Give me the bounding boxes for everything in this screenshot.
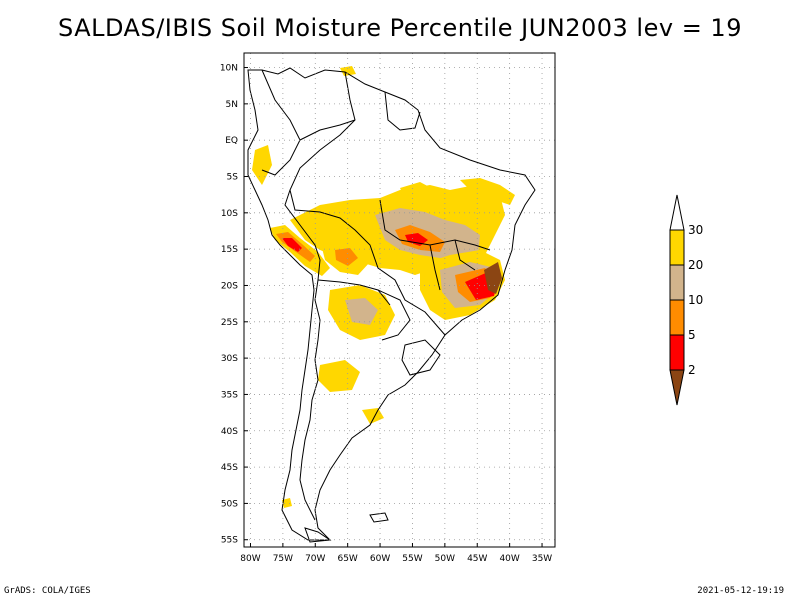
lon-label: 50W — [435, 554, 455, 564]
lat-label: 25S — [221, 318, 238, 328]
lat-label: 45S — [221, 463, 238, 473]
lat-label: 5S — [227, 173, 239, 183]
longitude-labels: 80W 75W 70W 65W 60W 55W 50W 45W 40W 35W — [240, 554, 552, 564]
shade-patagonia — [282, 498, 292, 508]
border-bolivia — [317, 279, 391, 306]
legend-level-label: 5 — [688, 328, 696, 342]
lon-label: 40W — [499, 554, 519, 564]
shade-colombia — [252, 145, 272, 185]
lat-label: 20S — [221, 281, 238, 291]
legend-level-label: 20 — [688, 258, 703, 272]
shade-northeast — [460, 178, 515, 205]
lon-label: 45W — [467, 554, 487, 564]
legend-swatch-2-5 — [669, 334, 685, 371]
lat-label: 30S — [221, 354, 238, 364]
border-guianas — [384, 91, 421, 131]
shade-central-red — [405, 233, 428, 246]
lon-label: 55W — [402, 554, 422, 564]
lon-label: 65W — [337, 554, 357, 564]
map-frame — [243, 52, 556, 548]
border-andes — [284, 189, 321, 521]
legend-swatch-5-10 — [669, 299, 685, 336]
lat-label: EQ — [225, 136, 238, 146]
legend-level-label: 2 — [688, 363, 696, 377]
shade-southeast-brown — [484, 262, 502, 294]
legend-level-label: 30 — [688, 223, 703, 237]
lat-label: 35S — [221, 390, 238, 400]
shade-argentina-south — [362, 408, 384, 424]
lon-label: 80W — [240, 554, 260, 564]
lat-label: 5N — [226, 100, 238, 110]
border-uruguay — [401, 339, 441, 376]
border-paraguay — [377, 289, 411, 341]
lat-label: 50S — [221, 499, 238, 509]
country-boundaries — [247, 67, 536, 543]
footer-timestamp: 2021-05-12-19:19 — [697, 586, 784, 596]
shade-amazon-north — [400, 182, 435, 200]
lon-label: 35W — [532, 554, 552, 564]
lat-label: 10S — [221, 209, 238, 219]
continent-outline — [247, 67, 536, 541]
border-brazil-states — [379, 199, 491, 291]
soil-moisture-shading — [252, 66, 515, 508]
border-brazil-west — [289, 71, 446, 336]
footer-credit: GrADS: COLA/IGES — [4, 586, 91, 596]
latitude-labels: 10N 5N EQ 5S 10S 15S 20S 25S 30S 35S 40S 45S 50S 55S — [220, 64, 238, 546]
legend-swatch-20-30 — [669, 229, 685, 266]
shade-peru-red — [282, 238, 302, 252]
legend-swatch-10-20 — [669, 264, 685, 301]
lat-label: 10N — [220, 64, 238, 74]
lat-label: 40S — [221, 427, 238, 437]
shade-argentina — [318, 360, 360, 392]
legend-swatch-above-30 — [669, 194, 685, 231]
legend-level-label: 10 — [688, 293, 703, 307]
shade-venezuela — [340, 66, 356, 76]
lon-label: 70W — [305, 554, 325, 564]
border-venezuela — [299, 119, 356, 141]
lon-label: 75W — [273, 554, 293, 564]
island-falklands — [369, 512, 389, 523]
colorbar-legend: 30 20 10 5 2 — [669, 194, 703, 406]
lon-label: 60W — [370, 554, 390, 564]
legend-swatch-below-2 — [669, 369, 685, 406]
lat-label: 55S — [221, 536, 238, 546]
lat-label: 15S — [221, 245, 238, 255]
graticule — [244, 53, 555, 547]
map-title: SALDAS/IBIS Soil Moisture Percentile JUN… — [58, 14, 742, 42]
shade-chaco-tan — [345, 298, 378, 325]
shade-bolivia-red — [335, 248, 358, 266]
